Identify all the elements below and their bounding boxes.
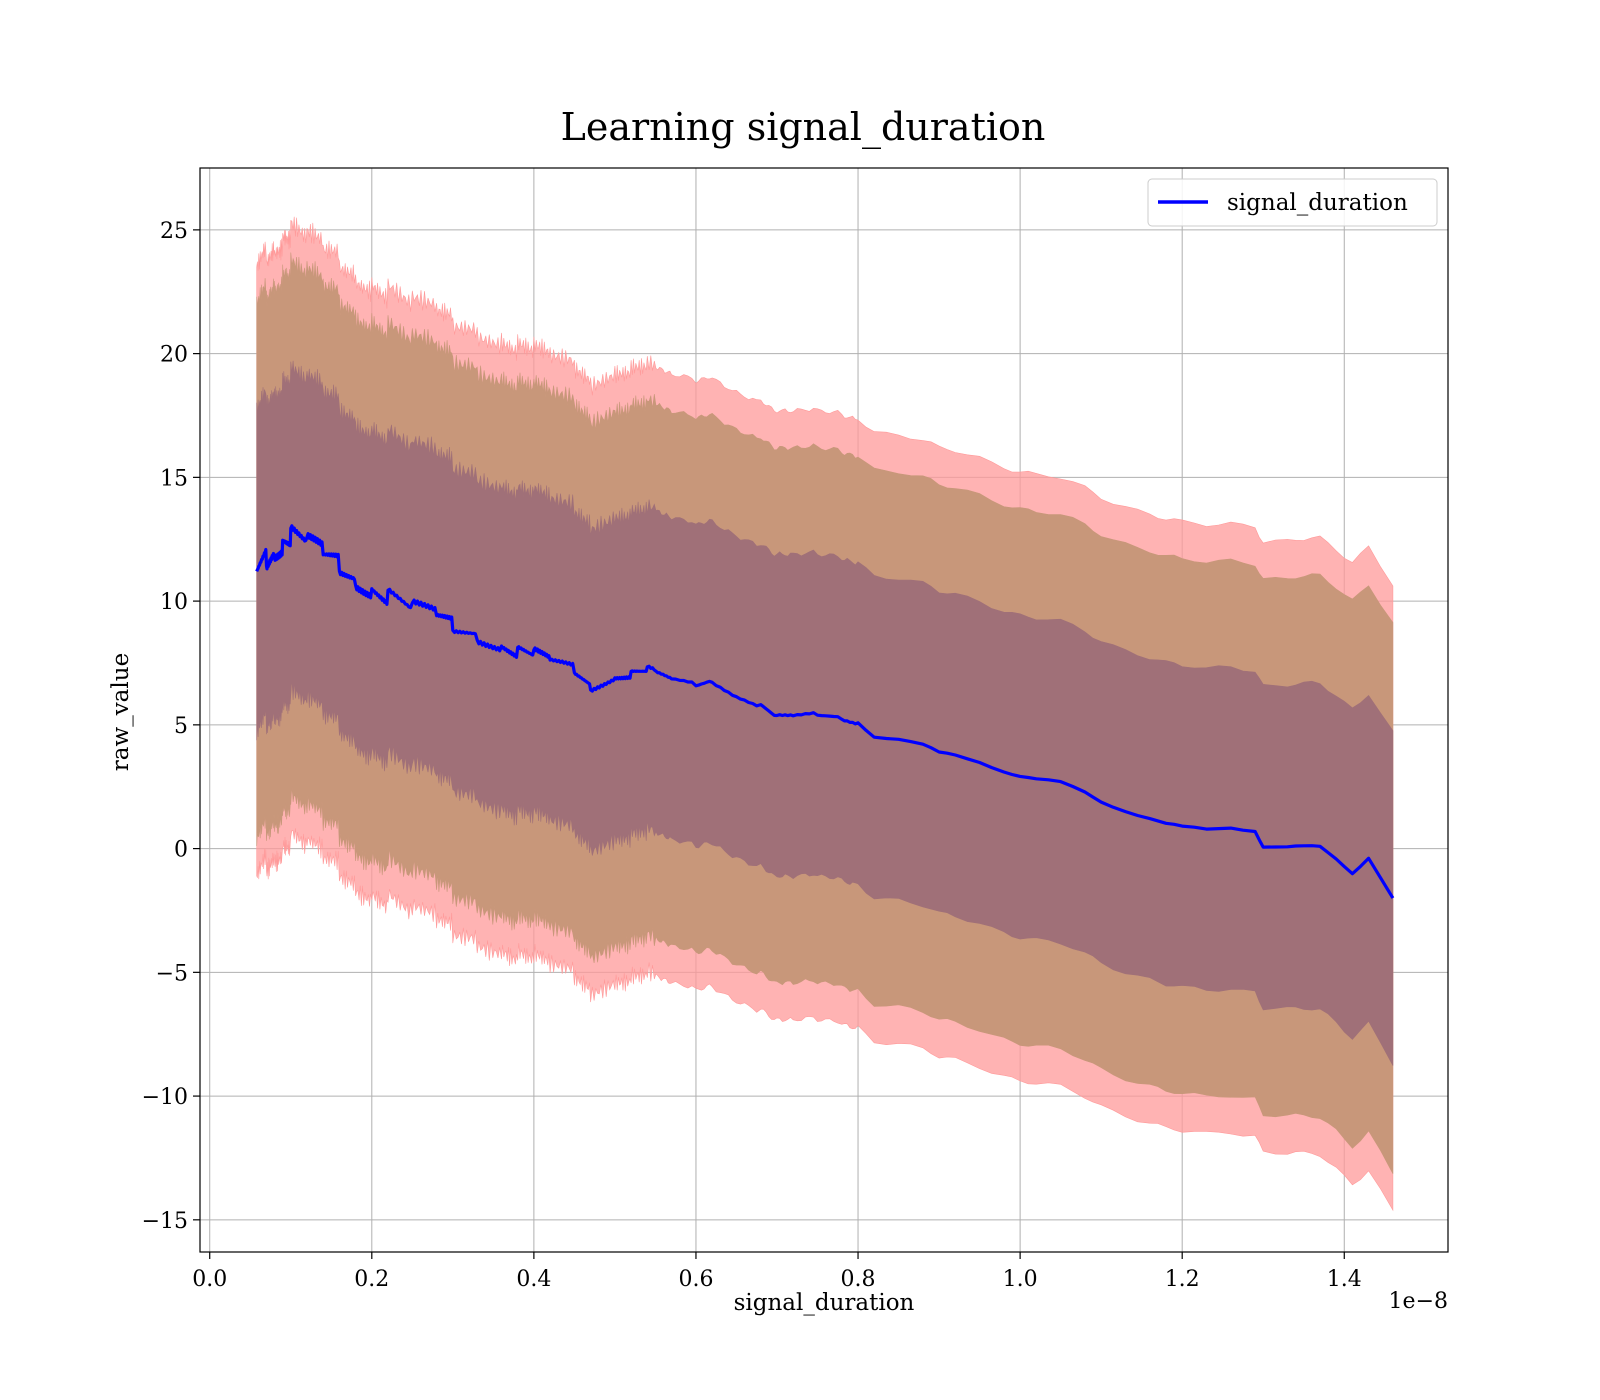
y-tick-label: 10 bbox=[160, 590, 188, 615]
x-tick-label: 0.0 bbox=[192, 1267, 227, 1292]
x-axis-offset-label: 1e−8 bbox=[1389, 1289, 1448, 1314]
y-tick-label: 5 bbox=[174, 714, 188, 739]
y-tick-label: −15 bbox=[142, 1209, 188, 1234]
legend: signal_duration bbox=[1147, 178, 1438, 227]
x-tick-label: 0.2 bbox=[354, 1267, 389, 1292]
series-line-layer bbox=[255, 524, 1395, 899]
x-tick-label: 1.0 bbox=[1003, 1267, 1038, 1292]
legend-box bbox=[1147, 178, 1438, 227]
x-tick-label: 1.2 bbox=[1165, 1267, 1200, 1292]
chart-title: Learning signal_duration bbox=[561, 105, 1046, 150]
y-tick-label: 0 bbox=[174, 838, 188, 863]
band-inner bbox=[256, 360, 1394, 1066]
x-tick-label: 1.4 bbox=[1327, 1267, 1362, 1292]
series-line-signal-duration bbox=[255, 524, 1395, 899]
x-axis-ticks: 0.0 0.2 0.4 0.6 0.8 1.0 1.2 1.4 bbox=[192, 1252, 1362, 1292]
plot-frame bbox=[199, 167, 1449, 1253]
y-axis-label: raw_value bbox=[108, 653, 134, 771]
y-tick-label: 20 bbox=[160, 343, 188, 368]
x-axis-label: signal_duration bbox=[734, 1290, 915, 1316]
y-axis-ticks: −15 −10 −5 0 5 10 15 20 25 bbox=[142, 219, 200, 1234]
x-tick-label: 0.4 bbox=[516, 1267, 551, 1292]
y-tick-label: 15 bbox=[160, 466, 188, 491]
legend-label: signal_duration bbox=[1227, 190, 1408, 216]
confidence-bands bbox=[256, 216, 1394, 1212]
x-tick-label: 0.8 bbox=[841, 1267, 876, 1292]
y-tick-label: 25 bbox=[160, 219, 188, 244]
y-tick-label: −5 bbox=[156, 961, 188, 986]
x-tick-label: 0.6 bbox=[678, 1267, 713, 1292]
y-tick-label: −10 bbox=[142, 1085, 188, 1110]
